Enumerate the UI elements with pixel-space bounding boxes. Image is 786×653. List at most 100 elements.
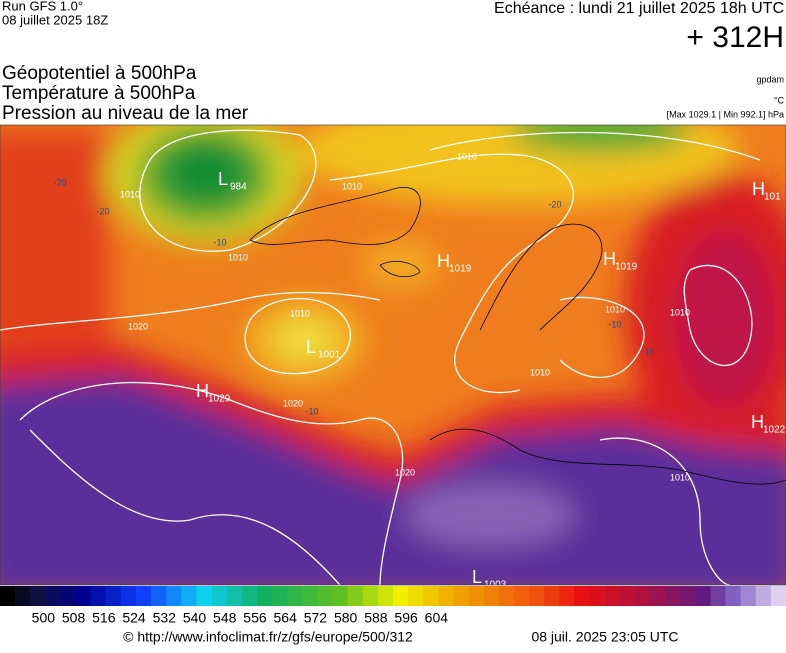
colorbar-swatch bbox=[544, 586, 560, 606]
colorbar-swatch bbox=[362, 586, 379, 606]
colorbar-swatch bbox=[120, 586, 137, 606]
center-value: 1019 bbox=[615, 262, 638, 273]
isobar-label: 1020 bbox=[283, 398, 303, 408]
isobar-label: 1010 bbox=[670, 472, 690, 482]
center-value: 101 bbox=[764, 192, 781, 203]
colorbar-swatch bbox=[589, 586, 605, 606]
colorbar: 500 508 516 524 532 540 548 556 564 572 580 588 596 6… bbox=[0, 586, 786, 626]
pressure-center: H 101 bbox=[752, 179, 781, 203]
colorbar-swatch bbox=[151, 586, 167, 606]
colorbar-swatch bbox=[256, 586, 273, 606]
unit-label: [Max 1029.1 | Min 992.1] hPa bbox=[667, 109, 784, 119]
colorbar-swatch bbox=[619, 586, 636, 606]
field-shading bbox=[0, 125, 786, 585]
isobar-labels: 1010 1010 1010 1010 1010 1020 1020 1010 1010 1020… bbox=[120, 151, 690, 482]
colorbar-swatch bbox=[272, 586, 288, 606]
center-value: 1019 bbox=[449, 264, 472, 275]
colorbar-swatch bbox=[241, 586, 258, 606]
colorbar-swatch bbox=[438, 586, 454, 606]
colorbar-swatch bbox=[680, 586, 696, 606]
colorbar-swatch bbox=[513, 586, 530, 606]
colorbar-swatch bbox=[529, 586, 545, 606]
center-letter: H bbox=[196, 381, 209, 401]
temperature-label: -20 bbox=[96, 206, 109, 216]
colorbar-swatch bbox=[755, 586, 772, 606]
colorbar-swatch bbox=[725, 586, 741, 606]
pressure-center: L 1003 bbox=[472, 567, 507, 591]
center-value: 984 bbox=[230, 182, 247, 193]
colorbar-swatch bbox=[710, 586, 726, 606]
pressure-center: L 984 bbox=[218, 169, 247, 193]
colorbar-tick-label: 572 bbox=[304, 610, 328, 626]
colorbar-swatch bbox=[393, 586, 409, 606]
temperature-labels: -20 -20 -10 -20 -10 -10 -10 bbox=[53, 177, 654, 416]
colorbar-swatch bbox=[665, 586, 681, 606]
isobar-label: 1010 bbox=[457, 151, 477, 161]
colorbar-swatch bbox=[408, 586, 424, 606]
temperature-label: -20 bbox=[53, 177, 66, 187]
colorbar-tick-label: 508 bbox=[62, 610, 86, 626]
colorbar-swatch bbox=[347, 586, 364, 606]
run-date: 08 juillet 2025 18Z bbox=[2, 12, 108, 27]
colorbar-swatch bbox=[105, 586, 122, 606]
colorbar-swatch bbox=[196, 586, 212, 606]
colorbar-tick-label: 500 bbox=[32, 610, 56, 626]
colorbar-tick-label: 516 bbox=[92, 610, 116, 626]
pressure-center: H 1019 bbox=[603, 249, 638, 273]
run-label: Run GFS 1.0° bbox=[2, 0, 83, 13]
map-field: 1010 1010 1010 1010 1010 1020 1020 1010 1010 1020… bbox=[0, 125, 786, 591]
valid-time: Echéance : lundi 21 juillet 2025 18h UTC bbox=[494, 0, 784, 17]
temperature-label: -10 bbox=[608, 319, 621, 329]
pressure-center: H 1019 bbox=[437, 251, 472, 275]
isobar-label: 1020 bbox=[395, 467, 415, 477]
colorbar-swatch bbox=[559, 586, 575, 606]
colorbar-swatch bbox=[181, 586, 197, 606]
center-letter: L bbox=[472, 567, 482, 587]
colorbar-tick-label: 524 bbox=[122, 610, 146, 626]
isobar-label: 1010 bbox=[670, 307, 690, 317]
colorbar-swatch bbox=[740, 586, 757, 606]
colorbar-swatch bbox=[90, 586, 107, 606]
center-letter: L bbox=[218, 169, 228, 189]
center-letter: H bbox=[437, 251, 450, 271]
center-letter: H bbox=[751, 412, 764, 432]
unit-label: °C bbox=[774, 95, 785, 105]
colorbar-swatch bbox=[302, 586, 318, 606]
pressure-center: H 1029 bbox=[196, 381, 231, 405]
isobar-label: 1010 bbox=[342, 181, 362, 191]
colorbar-swatch bbox=[377, 586, 394, 606]
map-frame bbox=[0, 124, 786, 586]
layer-label: Géopotentiel à 500hPa bbox=[2, 63, 197, 84]
colorbar-swatch bbox=[770, 586, 786, 606]
temperature-label: -10 bbox=[213, 237, 226, 247]
colorbar-swatch bbox=[695, 586, 711, 606]
colorbar-tick-label: 588 bbox=[364, 610, 388, 626]
colorbar-swatch bbox=[649, 586, 666, 606]
colorbar-swatch bbox=[634, 586, 651, 606]
colorbar-swatch bbox=[317, 586, 333, 606]
center-letter: H bbox=[752, 179, 765, 199]
colorbar-swatch bbox=[453, 586, 469, 606]
isobar-label: 1010 bbox=[228, 252, 248, 262]
lead-time: + 312H bbox=[686, 21, 784, 54]
colorbar-swatch bbox=[211, 586, 228, 606]
colorbar-swatch bbox=[483, 586, 500, 606]
colorbar-swatch bbox=[166, 586, 182, 606]
center-letter: H bbox=[603, 249, 616, 269]
colorbar-swatch bbox=[468, 586, 484, 606]
colorbar-swatch bbox=[604, 586, 621, 606]
colorbar-tick-label: 548 bbox=[213, 610, 237, 626]
colorbar-swatch bbox=[226, 586, 243, 606]
colorbar-tick-label: 596 bbox=[394, 610, 418, 626]
source-credit: © http://www.infoclimat.fr/z/gfs/europe/… bbox=[123, 629, 413, 645]
colorbar-swatch bbox=[574, 586, 590, 606]
colorbar-swatch bbox=[75, 586, 91, 606]
colorbar-swatch bbox=[45, 586, 61, 606]
center-value: 1003 bbox=[484, 580, 507, 591]
coastlines bbox=[249, 187, 786, 485]
layer-label: Pression au niveau de la mer bbox=[2, 103, 249, 124]
isobar-label: 1010 bbox=[605, 304, 625, 314]
isobar-label: 1020 bbox=[128, 321, 148, 331]
